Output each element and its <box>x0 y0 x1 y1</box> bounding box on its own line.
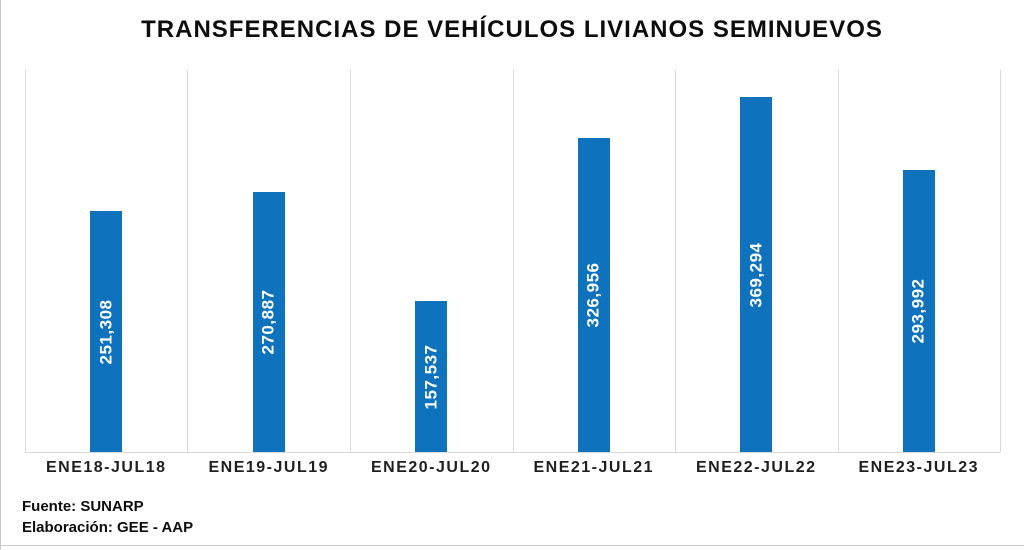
x-axis: ENE18-JUL18 ENE19-JUL19 ENE20-JUL20 ENE21-J… <box>25 459 1000 477</box>
gridline <box>1000 70 1001 452</box>
gridline <box>187 70 189 452</box>
x-axis-label: ENE22-JUL22 <box>695 459 817 476</box>
bar: 270,887 <box>252 192 285 452</box>
bar-value-label: 293,992 <box>908 278 928 344</box>
x-axis-label: ENE23-JUL23 <box>858 459 980 476</box>
bar: 326,956 <box>577 138 610 452</box>
gridline <box>349 70 351 452</box>
bar: 157,537 <box>415 301 448 452</box>
footer-notes: Fuente: SUNARP Elaboración: GEE - AAP <box>22 496 193 538</box>
image-bottom-border <box>0 545 1024 546</box>
image-left-border <box>0 0 1 550</box>
bar-value-label: 251,308 <box>96 299 116 364</box>
bar-value-label: 270,887 <box>258 289 278 355</box>
x-axis-label: ENE20-JUL20 <box>370 459 492 476</box>
bar: 369,294 <box>740 97 773 452</box>
plot-area: 251,308 270,887 157,537 326,956 369,294 293,9… <box>25 68 1001 453</box>
bar-value-label: 326,956 <box>583 262 603 328</box>
gridline <box>512 70 514 452</box>
gridline <box>674 70 676 452</box>
bar: 293,992 <box>902 170 935 452</box>
bar-value-label: 369,294 <box>746 242 766 307</box>
elaboration-note: Elaboración: GEE - AAP <box>22 519 194 536</box>
bar: 251,308 <box>90 211 123 452</box>
x-axis-label: ENE18-JUL18 <box>45 459 167 476</box>
gridline <box>837 70 839 452</box>
x-axis-label: ENE19-JUL19 <box>208 459 330 476</box>
x-axis-label: ENE21-JUL21 <box>533 459 655 476</box>
bar-value-label: 157,537 <box>421 344 441 409</box>
chart-title: TRANSFERENCIAS DE VEHÍCULOS LIVIANOS SEM… <box>141 16 883 43</box>
source-note: Fuente: SUNARP <box>22 498 144 515</box>
gridline <box>25 70 26 452</box>
